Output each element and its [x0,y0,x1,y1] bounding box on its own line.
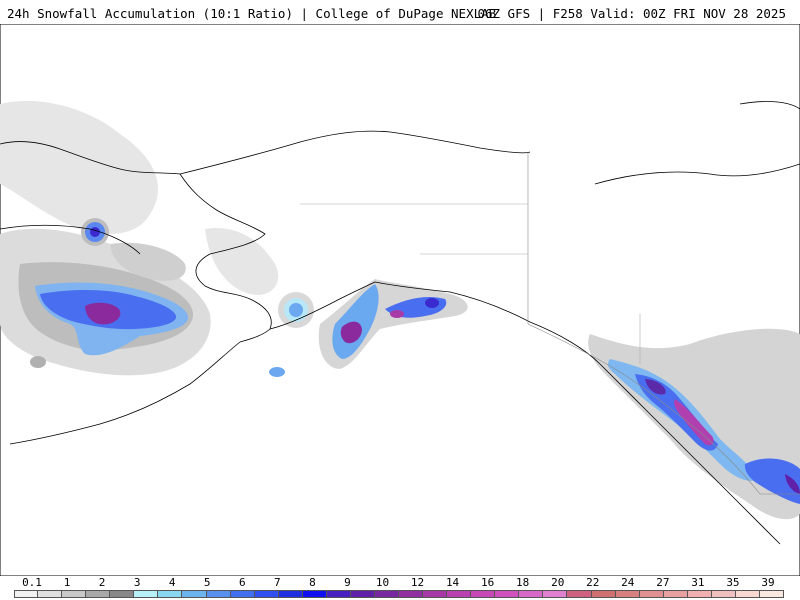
legend-swatch [543,590,568,598]
legend-label: 22 [586,576,600,589]
legend-label: 12 [410,576,425,589]
west-coast [179,173,272,343]
map-title: 24h Snowfall Accumulation (10:1 Ratio) |… [7,6,497,21]
legend-swatch [182,590,207,598]
legend-swatch [735,590,760,598]
legend-label: 31 [691,576,705,589]
legend-swatch [519,590,544,598]
legend-swatch [639,590,664,598]
snow-shading-bering [0,100,279,376]
bc-border [527,323,761,495]
legend-swatch [302,590,327,598]
chukotka-coast [0,141,181,175]
model-run-info: 06Z GFS | F258 Valid: 00Z FRI NOV 28 202… [477,6,786,21]
legend-label: 18 [516,576,530,589]
legend-swatch [254,590,279,598]
legend-swatch [326,590,351,598]
legend-swatch [759,590,784,598]
legend-label: 24 [621,576,635,589]
boundaries [300,152,800,495]
kamchatka-coast [0,224,141,255]
header-bar: 24h Snowfall Accumulation (10:1 Ratio) |… [0,0,800,24]
legend-swatch [687,590,712,598]
legend-label: 27 [656,576,670,589]
legend-label: 8 [309,576,316,589]
legend-swatch [495,590,520,598]
legend-swatch [471,590,496,598]
legend-swatch [158,590,183,598]
snow-shading-southeast [588,328,800,520]
legend-color-bar [14,590,784,598]
legend-label: 0.1 [22,576,42,589]
legend-swatch [14,590,39,598]
legend-labels: 0.1 1 2 3 4 5 6 7 8 9 10 12 14 16 18 20 22 24 27 31 35 39 [0,576,800,590]
legend-label: 35 [726,576,740,589]
snowfall-map [0,24,800,576]
map-canvas [0,24,800,576]
aleutian-arc [9,341,241,445]
legend-swatch [86,590,111,598]
legend-swatch [591,590,616,598]
legend-swatch [350,590,375,598]
legend-label: 39 [761,576,775,589]
coastlines [0,101,800,545]
legend-label: 4 [168,576,176,589]
south-coast [269,281,781,545]
legend-swatch [567,590,592,598]
legend-label: 3 [133,576,141,589]
legend-swatch [278,590,303,598]
legend-swatch [663,590,688,598]
legend-swatch [110,590,135,598]
legend-swatch [230,590,255,598]
legend-label: 6 [238,576,246,589]
legend-label: 10 [375,576,390,589]
legend-label: 20 [551,576,565,589]
legend-label: 5 [203,576,211,589]
legend-label: 16 [480,576,495,589]
legend-swatch [615,590,640,598]
legend-swatch [447,590,472,598]
legend-swatch [206,590,231,598]
snow-shading-southcentral [318,279,468,369]
legend-swatch [134,590,159,598]
legend-label: 9 [344,576,351,589]
arctic-island-2 [739,101,800,110]
legend-swatch [423,590,448,598]
legend-swatch [399,590,424,598]
north-coast [179,130,531,175]
legend-label: 14 [445,576,460,589]
legend-swatch [62,590,87,598]
legend-swatch [38,590,63,598]
legend-swatch [374,590,399,598]
legend-swatch [711,590,736,598]
legend-label: 1 [63,576,71,589]
snow-shading-aleutians [30,292,314,377]
legend-label: 2 [98,576,106,589]
legend-label: 7 [274,576,281,589]
arctic-islands [594,163,800,185]
